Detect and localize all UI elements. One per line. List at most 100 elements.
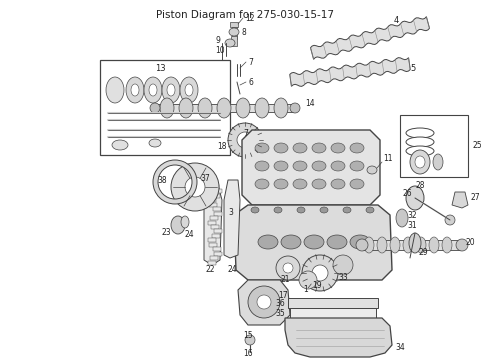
Ellipse shape [406,186,424,210]
Text: 23: 23 [161,228,171,237]
Polygon shape [290,58,410,86]
Bar [231,36,237,46]
Ellipse shape [350,161,364,171]
Bar [232,27,237,39]
Ellipse shape [396,209,408,227]
Ellipse shape [237,132,253,148]
Polygon shape [224,180,240,258]
Text: 35: 35 [275,310,285,319]
Ellipse shape [167,84,175,96]
Ellipse shape [302,255,338,291]
Text: 19: 19 [312,282,322,291]
Ellipse shape [406,146,434,156]
Ellipse shape [106,77,124,103]
Ellipse shape [331,179,345,189]
Bar [211,185,219,189]
Ellipse shape [442,237,452,253]
Text: 11: 11 [383,153,392,162]
Ellipse shape [445,215,455,225]
Ellipse shape [255,143,269,153]
Ellipse shape [293,143,307,153]
Bar [208,261,216,265]
Text: 10: 10 [215,45,224,54]
Ellipse shape [257,295,271,309]
Bar [155,104,295,112]
Text: 14: 14 [305,99,315,108]
Polygon shape [311,17,430,59]
Bar [213,207,221,211]
Bar [209,203,217,207]
Bar [214,212,221,216]
Ellipse shape [255,161,269,171]
Ellipse shape [171,163,219,211]
Ellipse shape [283,263,293,273]
Ellipse shape [456,239,468,251]
Ellipse shape [281,235,301,249]
Text: 6: 6 [248,77,253,86]
Ellipse shape [217,98,231,118]
Ellipse shape [403,237,413,253]
Bar [288,298,378,308]
Ellipse shape [293,179,307,189]
Ellipse shape [350,143,364,153]
Ellipse shape [274,161,288,171]
Text: 29: 29 [418,248,428,257]
Polygon shape [234,205,392,280]
Bar [214,229,222,233]
Bar [362,240,462,250]
Bar [212,234,220,238]
Ellipse shape [312,265,328,281]
Ellipse shape [331,143,345,153]
Text: 34: 34 [395,343,405,352]
Bar [210,256,218,260]
Text: 3: 3 [228,207,233,216]
Bar [208,198,217,202]
Text: 22: 22 [205,266,215,274]
Ellipse shape [181,216,189,228]
Text: 16: 16 [243,350,253,359]
Ellipse shape [149,139,161,147]
Ellipse shape [406,137,434,147]
Text: Piston Diagram for 275-030-15-17: Piston Diagram for 275-030-15-17 [156,10,334,20]
Ellipse shape [255,179,269,189]
Bar [209,243,217,247]
Ellipse shape [180,77,198,103]
Ellipse shape [350,235,370,249]
Text: 17: 17 [278,291,288,300]
Text: 4: 4 [394,15,399,24]
Bar [214,189,222,193]
Ellipse shape [251,207,259,213]
Ellipse shape [312,179,326,189]
Ellipse shape [228,123,262,157]
Text: 38: 38 [157,176,167,185]
Ellipse shape [406,128,434,138]
Text: 13: 13 [155,63,165,72]
Ellipse shape [364,237,374,253]
Ellipse shape [366,207,374,213]
Ellipse shape [126,77,144,103]
Ellipse shape [131,84,139,96]
Ellipse shape [258,235,278,249]
Ellipse shape [171,216,185,234]
Text: 33: 33 [338,273,348,282]
Ellipse shape [274,207,282,213]
Text: 5: 5 [410,63,415,72]
Polygon shape [204,185,222,265]
Ellipse shape [299,271,317,289]
Ellipse shape [327,235,347,249]
Ellipse shape [290,103,300,113]
Ellipse shape [236,98,250,118]
Ellipse shape [312,161,326,171]
Ellipse shape [198,98,212,118]
Text: 26: 26 [402,189,412,198]
Ellipse shape [331,161,345,171]
Ellipse shape [350,179,364,189]
Ellipse shape [429,237,439,253]
Text: 24: 24 [227,266,237,274]
Text: 36: 36 [275,300,285,309]
Text: 31: 31 [407,220,416,230]
Polygon shape [285,318,392,357]
Ellipse shape [274,98,288,118]
Text: 7: 7 [243,129,248,138]
Text: 28: 28 [415,180,424,189]
